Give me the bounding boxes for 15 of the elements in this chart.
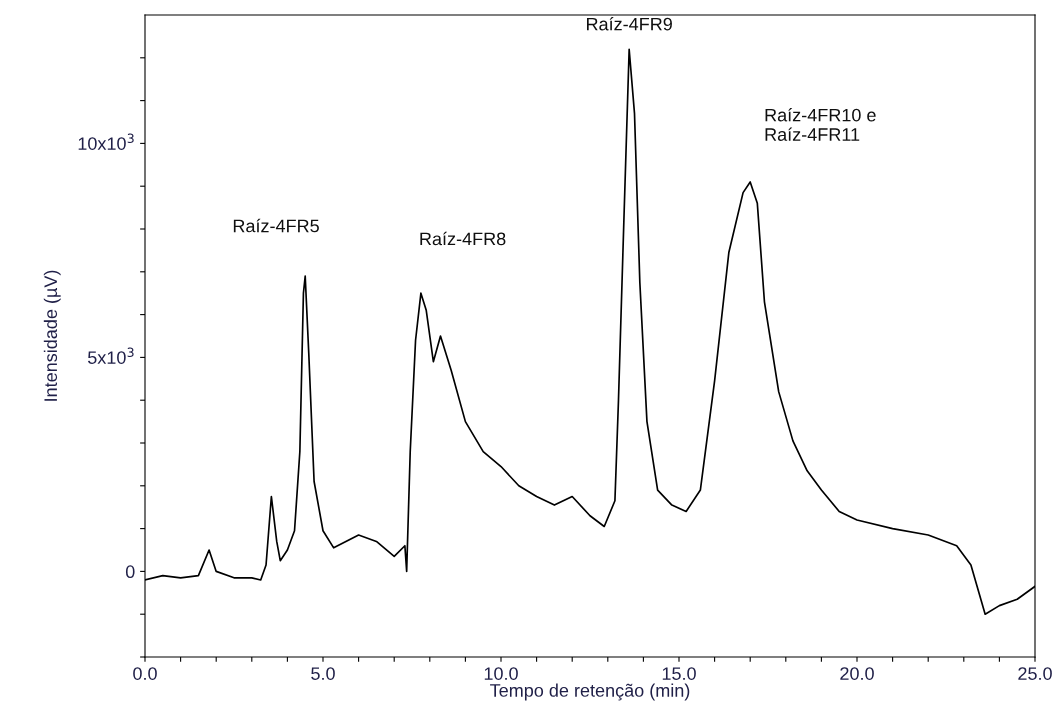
x-tick-label: 25.0 <box>1018 667 1052 680</box>
annotation: Raíz-4FR8 <box>420 231 506 246</box>
x-tick-label: 5.0 <box>311 667 335 680</box>
annotation: Raíz-4FR10 e Raíz-4FR11 <box>765 108 876 141</box>
y-axis-title: Intensidade (µV) <box>43 270 61 401</box>
y-tick-label: 10x10$^{3}$ <box>78 133 134 150</box>
x-tick-label: 20.0 <box>840 667 874 680</box>
x-tick-label: 15.0 <box>662 667 696 680</box>
annotation: Raíz-4FR9 <box>587 17 672 31</box>
x-axis-title: Tempo de retenção (min) <box>490 683 690 701</box>
x-tick-label: 0.0 <box>133 667 157 680</box>
y-tick-label: 0 <box>125 565 135 579</box>
annotation: Raíz-4FR5 <box>233 218 319 233</box>
y-tick-label: 5x10$^{3}$ <box>87 347 134 364</box>
x-tick-label: 10.0 <box>484 667 518 680</box>
